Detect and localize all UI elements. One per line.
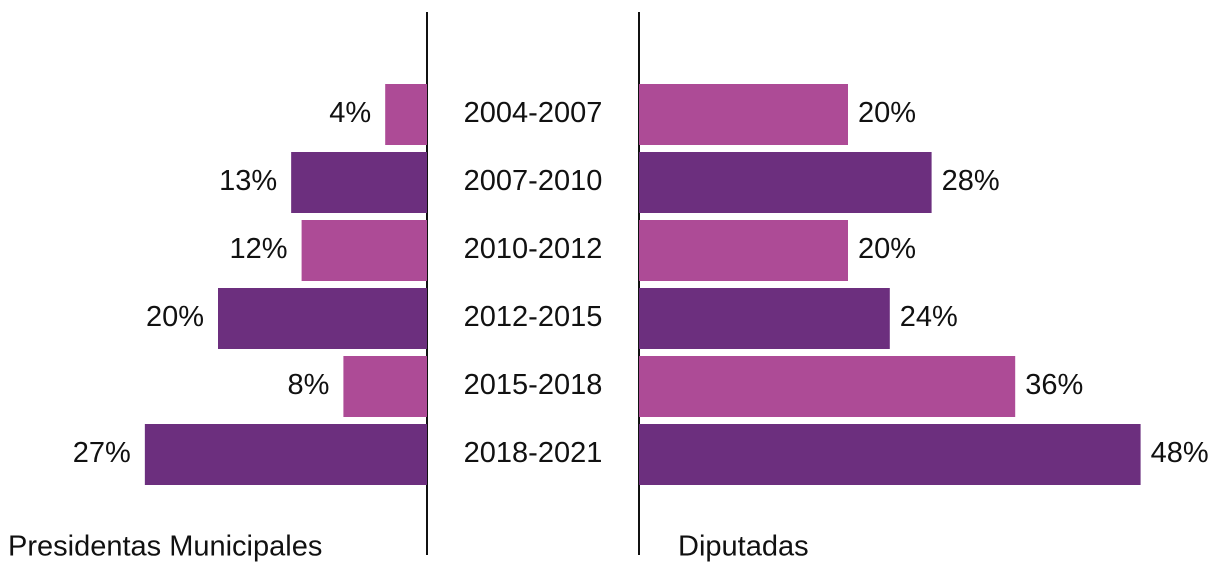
value-label: 4% xyxy=(329,97,371,129)
value-label: 13% xyxy=(219,165,277,197)
bar xyxy=(639,424,1141,485)
bar xyxy=(343,356,427,417)
bar xyxy=(144,424,427,485)
value-label: 48% xyxy=(1151,437,1209,469)
bar xyxy=(639,220,848,281)
category-label: 2018-2021 xyxy=(464,437,603,469)
value-label: 28% xyxy=(942,165,1000,197)
category-label: 2015-2018 xyxy=(464,369,603,401)
legend-left: Presidentas Municipales xyxy=(8,531,322,562)
bar xyxy=(639,84,848,145)
value-label: 36% xyxy=(1025,369,1083,401)
legend-right: Diputadas xyxy=(678,531,809,562)
category-label: 2012-2015 xyxy=(464,301,603,333)
value-label: 24% xyxy=(900,301,958,333)
category-label: 2010-2012 xyxy=(464,233,603,265)
bar xyxy=(639,152,932,213)
category-label: 2004-2007 xyxy=(464,97,603,129)
value-label: 27% xyxy=(73,437,131,469)
bar xyxy=(639,288,890,349)
bar xyxy=(385,84,427,145)
value-label: 12% xyxy=(230,233,288,265)
value-label: 20% xyxy=(858,97,916,129)
value-label: 20% xyxy=(146,301,204,333)
bar xyxy=(218,288,427,349)
bar xyxy=(639,356,1016,417)
value-label: 20% xyxy=(858,233,916,265)
category-label: 2007-2010 xyxy=(464,165,603,197)
bar xyxy=(301,220,427,281)
bar xyxy=(291,152,427,213)
value-label: 8% xyxy=(287,369,329,401)
